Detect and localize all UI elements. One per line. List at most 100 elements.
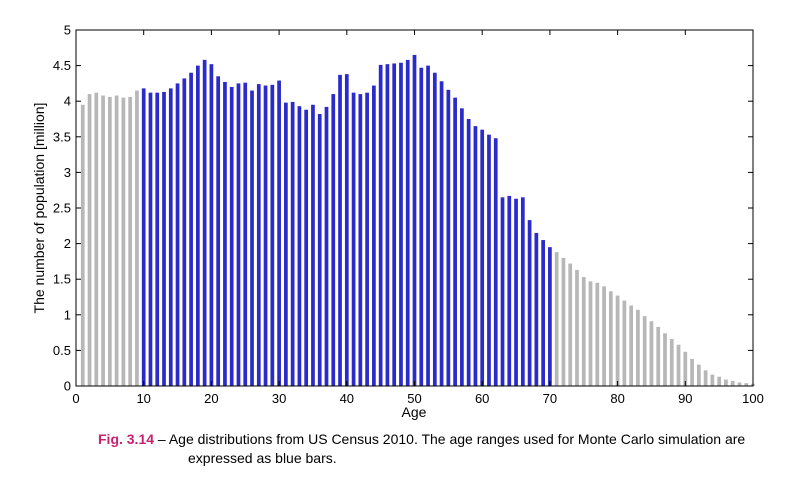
y-tick-label: 0 — [64, 379, 71, 394]
y-tick-label: 5 — [64, 23, 71, 38]
bar-age-85 — [649, 321, 654, 386]
y-tick-label: 4.5 — [53, 58, 71, 73]
bar-age-80 — [615, 295, 620, 386]
bar-age-53 — [432, 72, 437, 386]
bar-age-1 — [80, 104, 85, 386]
bar-age-79 — [608, 291, 613, 386]
bar-age-55 — [446, 89, 451, 386]
bar-age-74 — [575, 269, 579, 386]
bar-age-39 — [338, 74, 342, 387]
bar-age-60 — [480, 129, 485, 386]
x-tick-label: 20 — [204, 391, 218, 406]
bar-age-89 — [676, 344, 681, 386]
bar-age-87 — [663, 333, 667, 386]
y-axis-title: The number of population [million] — [31, 103, 47, 314]
bar-age-84 — [642, 316, 647, 386]
bar-age-38 — [331, 94, 336, 386]
x-tick-label: 30 — [272, 391, 286, 406]
bar-age-35 — [311, 104, 315, 386]
bar-age-65 — [514, 198, 518, 386]
bar-age-28 — [263, 85, 268, 386]
x-tick-label: 70 — [543, 391, 557, 406]
bar-age-47 — [392, 63, 397, 387]
bar-age-31 — [284, 102, 288, 387]
bar-age-4 — [101, 95, 105, 386]
bar-age-20 — [209, 64, 214, 387]
bar-age-98 — [737, 382, 742, 386]
bar-age-37 — [324, 106, 329, 387]
x-tick-label: 50 — [407, 391, 421, 406]
bar-age-44 — [372, 85, 376, 386]
bar-age-12 — [155, 92, 160, 386]
bar-age-59 — [473, 126, 478, 387]
bar-age-25 — [243, 82, 248, 386]
bar-age-3 — [94, 92, 99, 386]
y-tick-label: 3.5 — [53, 129, 71, 144]
bar-age-93 — [703, 370, 708, 386]
bar-age-58 — [466, 119, 471, 386]
bar-age-70 — [548, 247, 552, 386]
bar-age-45 — [378, 64, 383, 386]
bar-age-27 — [256, 84, 261, 387]
y-tick-label: 2 — [64, 236, 71, 251]
y-tick-label: 0.5 — [53, 343, 71, 358]
bar-age-29 — [270, 84, 275, 386]
bar-age-8 — [128, 96, 133, 387]
bar-age-56 — [453, 97, 457, 386]
bar-age-34 — [304, 109, 309, 387]
bar-age-6 — [114, 95, 119, 386]
bar-age-81 — [622, 300, 627, 386]
caption-line-1: – Age distributions from US Census 2010.… — [154, 431, 746, 447]
bar-age-82 — [629, 305, 633, 386]
bar-age-54 — [439, 81, 444, 386]
bar-age-5 — [107, 96, 112, 387]
figure-label: Fig. 3.14 — [98, 431, 155, 447]
bar-age-68 — [534, 232, 539, 386]
bar-age-13 — [162, 91, 166, 386]
bar-age-66 — [520, 197, 525, 386]
bars-group — [80, 54, 755, 387]
x-axis-title: Age — [402, 404, 427, 420]
x-tick-label: 60 — [475, 391, 489, 406]
bar-age-91 — [690, 358, 694, 386]
bar-age-86 — [656, 326, 661, 386]
bar-age-52 — [426, 65, 430, 386]
bar-age-2 — [87, 94, 92, 386]
bar-age-49 — [405, 59, 410, 387]
bar-age-62 — [493, 138, 498, 386]
bar-age-76 — [588, 281, 593, 386]
bar-age-26 — [250, 90, 254, 387]
y-tick-label: 1.5 — [53, 272, 71, 287]
bar-age-50 — [412, 54, 417, 387]
bar-age-78 — [602, 286, 606, 386]
bar-age-48 — [399, 62, 403, 386]
x-tick-label: 80 — [610, 391, 624, 406]
bar-age-77 — [595, 282, 600, 386]
bar-age-40 — [344, 74, 349, 386]
bar-age-14 — [168, 88, 173, 386]
bar-age-33 — [297, 106, 302, 387]
bar-age-72 — [561, 257, 566, 386]
x-ticks: 0 10 20 30 40 50 60 70 80 90 100 — [72, 30, 764, 406]
bar-age-18 — [196, 65, 200, 386]
bar-age-69 — [541, 240, 545, 386]
bar-age-57 — [460, 108, 464, 386]
y-tick-label: 3 — [64, 165, 71, 180]
bar-age-7 — [121, 97, 126, 386]
bar-age-75 — [581, 277, 586, 386]
bar-age-17 — [189, 72, 193, 386]
bar-age-67 — [527, 220, 532, 386]
bar-age-90 — [683, 351, 688, 386]
bar-age-15 — [175, 83, 180, 387]
bar-age-97 — [730, 381, 735, 386]
bar-age-11 — [148, 92, 153, 386]
figure-caption: Fig. 3.14 – Age distributions from US Ce… — [98, 430, 788, 468]
bar-age-22 — [223, 81, 227, 386]
bar-age-46 — [385, 64, 390, 387]
bar-age-30 — [277, 80, 281, 387]
y-tick-label: 1 — [64, 307, 71, 322]
bar-age-21 — [216, 76, 221, 386]
x-tick-label: 90 — [678, 391, 692, 406]
bar-age-61 — [487, 134, 491, 386]
age-distribution-chart: 0 10 20 30 40 50 60 70 80 90 100 0 0.5 1 1.5 2 2.5 3 3.5 4… — [31, 23, 764, 421]
